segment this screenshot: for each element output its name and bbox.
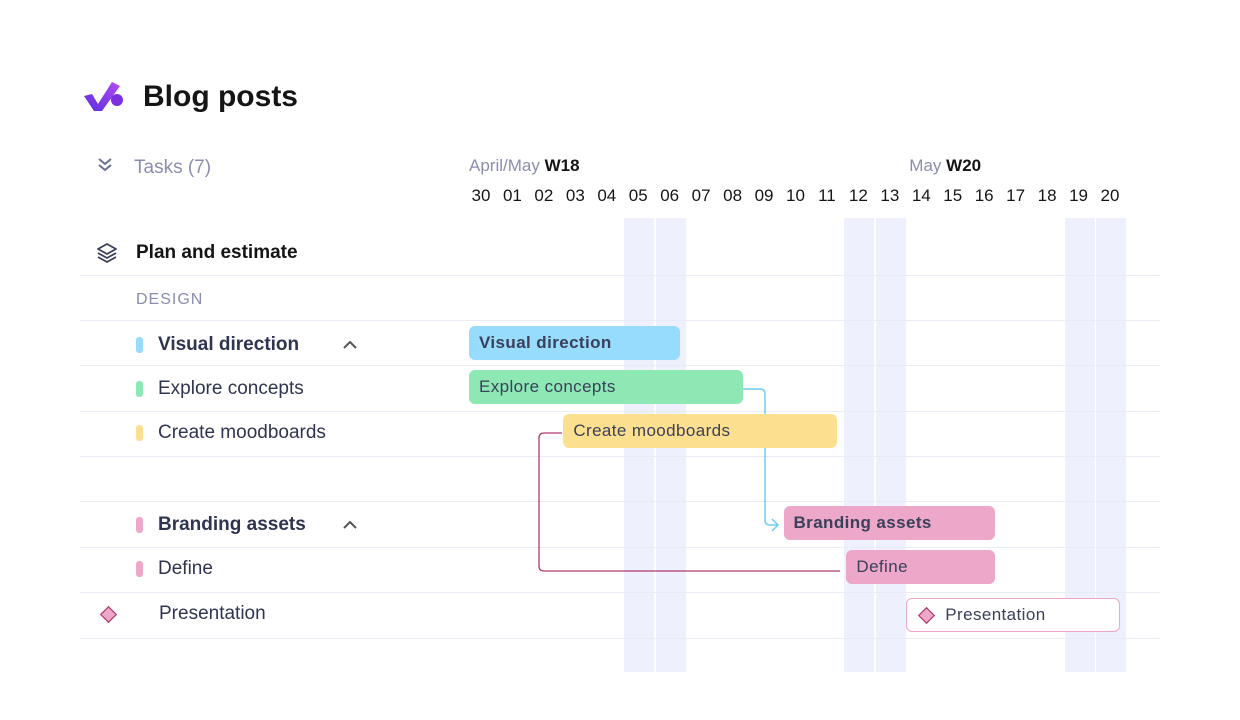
double-chevron-down-icon bbox=[96, 157, 114, 179]
chevron-up-icon[interactable] bbox=[342, 337, 358, 353]
group-label[interactable]: Plan and estimate bbox=[136, 242, 298, 263]
task-label[interactable]: Define bbox=[158, 558, 213, 579]
milestone-bar[interactable]: Presentation bbox=[906, 598, 1121, 632]
task-label[interactable]: Branding assets bbox=[158, 514, 306, 535]
row-divider bbox=[80, 638, 1160, 639]
weekend-shade bbox=[875, 218, 906, 672]
day-label: 09 bbox=[754, 186, 774, 205]
task-bar[interactable]: Explore concepts bbox=[469, 370, 744, 404]
task-color-marker bbox=[136, 425, 143, 441]
weekend-shade bbox=[1064, 218, 1095, 672]
week-header: May W20 bbox=[909, 156, 982, 175]
task-label[interactable]: Presentation bbox=[159, 603, 266, 624]
weekend-shade bbox=[1096, 218, 1126, 672]
row-divider bbox=[80, 365, 1160, 366]
day-label: 05 bbox=[628, 186, 648, 205]
task-bar[interactable]: Define bbox=[846, 550, 995, 584]
chevron-up-icon[interactable] bbox=[342, 517, 358, 533]
day-label: 02 bbox=[534, 186, 554, 205]
day-label: 16 bbox=[974, 186, 994, 205]
task-color-marker bbox=[136, 517, 143, 533]
weekend-shade bbox=[844, 218, 875, 672]
row-divider bbox=[80, 501, 1160, 502]
task-color-marker bbox=[136, 337, 143, 353]
section-label: DESIGN bbox=[136, 291, 204, 308]
row-divider bbox=[80, 411, 1160, 412]
layers-icon bbox=[96, 242, 118, 269]
tasks-count: Tasks (7) bbox=[134, 157, 212, 178]
row-divider bbox=[80, 592, 1160, 593]
page-title: Blog posts bbox=[143, 80, 298, 113]
task-color-marker bbox=[136, 561, 143, 577]
day-label: 10 bbox=[786, 186, 805, 205]
day-label: 20 bbox=[1100, 186, 1120, 205]
day-label: 04 bbox=[597, 186, 617, 205]
task-label[interactable]: Create moodboards bbox=[158, 422, 326, 443]
tasks-toggle[interactable]: Tasks (7) bbox=[96, 157, 211, 179]
day-label: 17 bbox=[1006, 186, 1026, 205]
task-color-marker bbox=[136, 381, 143, 397]
task-bar[interactable]: Branding assets bbox=[783, 506, 995, 540]
row-divider bbox=[80, 456, 1160, 457]
week-header: April/May W18 bbox=[469, 156, 580, 175]
day-label: 15 bbox=[943, 186, 963, 205]
day-label: 13 bbox=[880, 186, 900, 205]
day-label: 06 bbox=[660, 186, 680, 205]
app-logo bbox=[82, 80, 124, 119]
day-label: 14 bbox=[911, 186, 931, 205]
milestone-icon bbox=[99, 605, 118, 628]
day-label: 08 bbox=[723, 186, 743, 205]
task-bar[interactable]: Create moodboards bbox=[563, 414, 838, 448]
day-label: 19 bbox=[1069, 186, 1088, 205]
task-label[interactable]: Visual direction bbox=[158, 334, 300, 355]
row-divider bbox=[80, 547, 1160, 548]
day-label: 07 bbox=[691, 186, 711, 205]
day-label: 03 bbox=[565, 186, 585, 205]
milestone-icon bbox=[918, 606, 936, 624]
day-label: 18 bbox=[1037, 186, 1057, 205]
task-bar[interactable]: Visual direction bbox=[469, 326, 681, 360]
task-label[interactable]: Explore concepts bbox=[158, 378, 304, 399]
day-label: 01 bbox=[502, 186, 522, 205]
dependency-moodboards-to-define bbox=[538, 432, 840, 572]
row-divider bbox=[80, 320, 1160, 321]
day-label: 12 bbox=[848, 186, 868, 205]
day-label: 30 bbox=[471, 186, 491, 205]
day-label: 11 bbox=[818, 186, 836, 205]
row-divider bbox=[80, 275, 1160, 276]
